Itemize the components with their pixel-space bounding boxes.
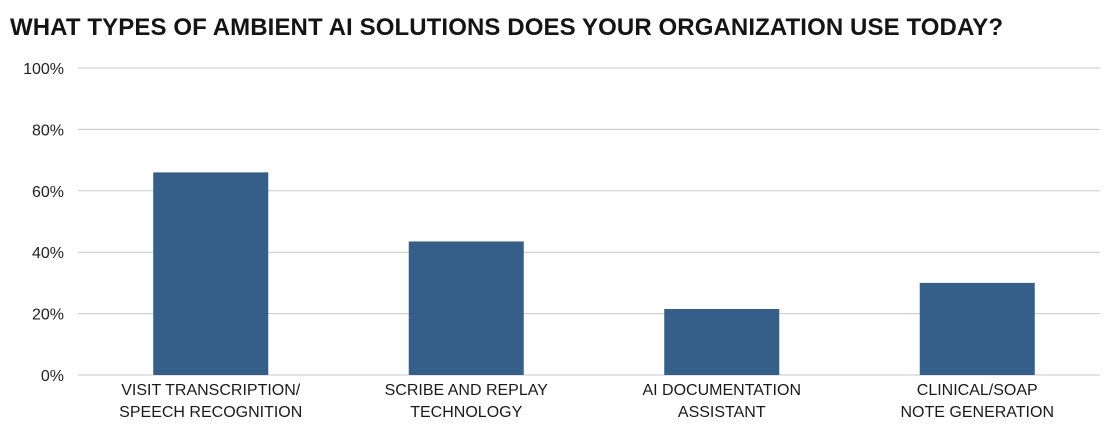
y-axis-ticks: 0% 20% 40% 60% 80% 100% (23, 61, 64, 385)
bars (153, 172, 1035, 375)
x-tick-label: AI DOCUMENTATION ASSISTANT (642, 382, 801, 421)
y-tick-label: 40% (32, 245, 64, 262)
bar (919, 282, 1035, 375)
x-tick-label: VISIT TRANSCRIPTION/SPEECH RECOGNITION (119, 382, 302, 421)
bar (408, 241, 524, 375)
y-tick-label: 100% (23, 61, 64, 78)
x-tick-label: CLINICAL/SOAP NOTE GENERATION (901, 382, 1055, 421)
y-tick-label: 80% (32, 122, 64, 139)
x-tick-label: SCRIBE AND REPLAY TECHNOLOGY (385, 382, 549, 421)
y-tick-label: 60% (32, 184, 64, 201)
chart-title: WHAT TYPES OF AMBIENT AI SOLUTIONS DOES … (10, 14, 1004, 41)
x-axis-ticks: VISIT TRANSCRIPTION/SPEECH RECOGNITION SC… (119, 382, 1054, 421)
bar (664, 308, 780, 375)
y-tick-label: 0% (41, 368, 64, 385)
y-tick-label: 20% (32, 307, 64, 324)
bar (153, 172, 269, 375)
